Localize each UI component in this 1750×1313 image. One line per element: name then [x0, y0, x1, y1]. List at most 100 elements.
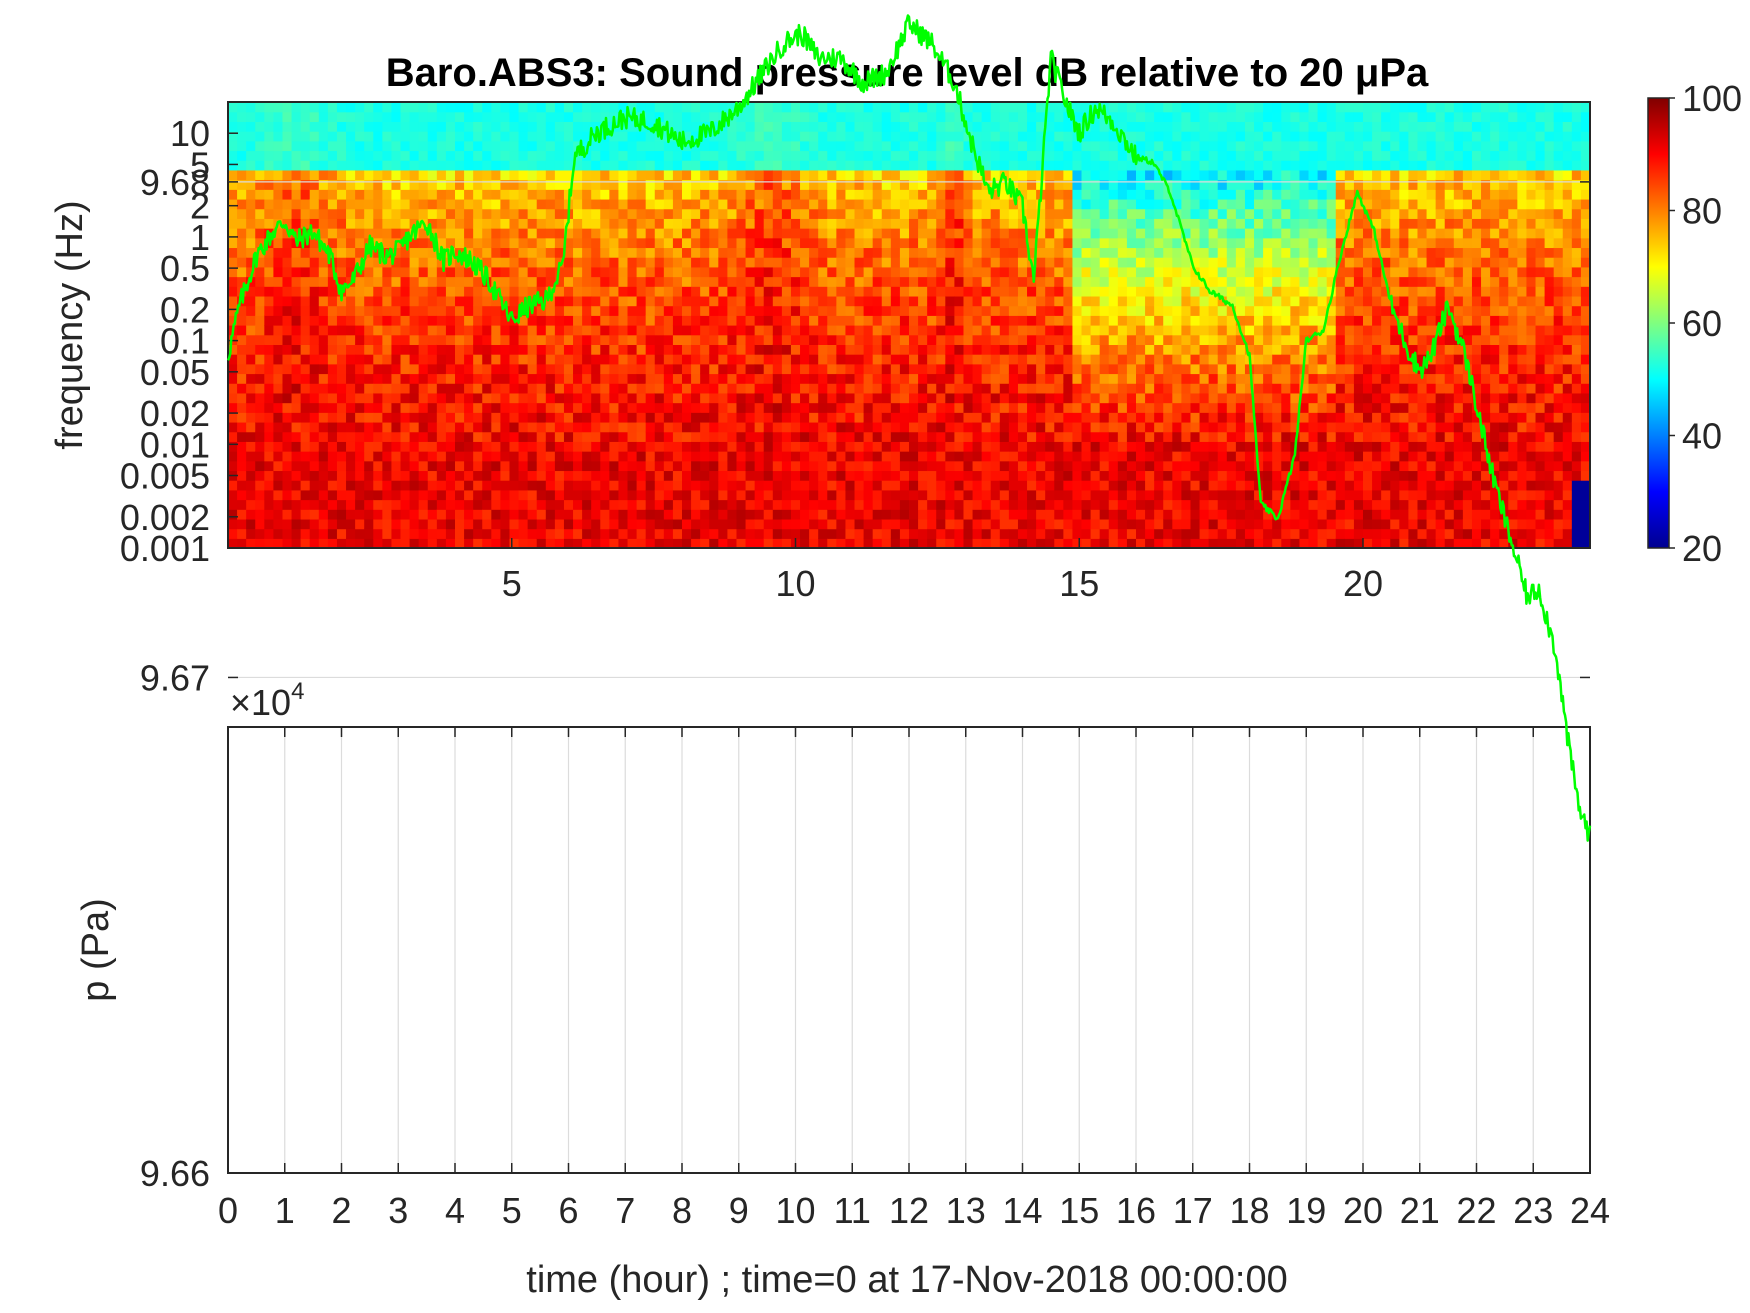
spectrogram-cell: [364, 518, 374, 530]
spectrogram-cell: [1190, 179, 1201, 190]
spectrogram-cell: [1190, 518, 1201, 530]
spectrogram-cell: [391, 489, 402, 501]
spectrogram-cell: [672, 315, 683, 326]
spectrogram-cell: [518, 315, 529, 326]
spectrogram-cell: [409, 218, 420, 229]
spectrogram-cell: [790, 431, 801, 442]
spectrogram-cell: [509, 499, 520, 510]
spectrogram-cell: [763, 228, 774, 239]
spectrogram-cell: [918, 179, 928, 190]
spectrogram-cell: [863, 247, 874, 258]
spectrogram-cell: [1117, 208, 1128, 219]
spectrogram-cell: [854, 218, 865, 229]
spectrogram-cell: [781, 518, 792, 530]
spectrogram-cell: [1163, 102, 1173, 113]
spectrogram-cell: [1036, 121, 1046, 132]
spectrogram-cell: [636, 189, 647, 200]
spectrogram-cell: [1181, 499, 1192, 510]
spectrogram-cell: [1163, 131, 1173, 142]
spectrogram-cell: [727, 334, 738, 345]
spectrogram-cell: [854, 373, 865, 384]
spectrogram-cell: [573, 305, 583, 316]
spectrogram-cell: [863, 431, 874, 442]
spectrogram-cell: [445, 373, 456, 384]
spectrogram-cell: [727, 402, 738, 413]
spectrogram-cell: [754, 334, 765, 345]
spectrogram-cell: [418, 431, 429, 442]
spectrogram-cell: [1008, 169, 1019, 181]
spectrogram-cell: [700, 509, 710, 520]
spectrogram-cell: [382, 315, 393, 326]
spectrogram-cell: [645, 169, 656, 181]
spectrogram-cell: [954, 266, 965, 278]
spectrogram-cell: [300, 325, 311, 336]
spectrogram-cell: [373, 354, 383, 365]
spectrogram-cell: [500, 160, 511, 171]
spectrogram-cell: [255, 528, 265, 539]
spectrogram-cell: [1136, 150, 1146, 161]
spectrogram-cell: [754, 470, 765, 481]
spectrogram-cell: [418, 198, 429, 210]
spectrogram-cell: [228, 460, 238, 472]
spectrogram-cell: [981, 509, 992, 520]
spectrogram-cell: [872, 208, 883, 219]
spectrogram-cell: [455, 189, 465, 200]
spectrogram-cell: [1081, 257, 1092, 268]
spectrogram-cell: [1208, 334, 1219, 345]
spectrogram-cell: [1036, 412, 1046, 423]
spectrogram-cell: [573, 518, 583, 530]
spectrogram-cell: [682, 169, 692, 181]
spectrogram-cell: [500, 518, 511, 530]
spectrogram-cell: [727, 208, 738, 219]
spectrogram-cell: [373, 121, 383, 132]
spectrogram-cell: [1199, 325, 1210, 336]
spectrogram-cell: [809, 421, 819, 433]
spectrogram-cell: [936, 295, 946, 307]
spectrogram-cell: [1199, 383, 1210, 394]
spectrogram-cell: [1117, 121, 1128, 132]
spectrogram-cell: [945, 392, 955, 404]
spectrogram-cell: [618, 480, 629, 491]
spectrogram-cell: [1199, 315, 1210, 326]
spectrogram-cell: [382, 470, 393, 481]
spectrogram-cell: [936, 499, 946, 510]
spectrogram-cell: [936, 460, 946, 472]
spectrogram-cell: [346, 334, 356, 345]
spectrogram-cell: [1126, 121, 1137, 132]
spectrogram-cell: [246, 470, 256, 481]
spectrogram-cell: [400, 441, 411, 452]
spectrogram-cell: [1090, 392, 1101, 404]
spectrogram-cell: [1172, 441, 1182, 452]
spectrogram-cell: [1072, 431, 1083, 442]
spectrogram-cell: [745, 363, 756, 375]
spectrogram-cell: [790, 528, 801, 539]
spectrogram-cell: [455, 198, 465, 210]
spectrogram-cell: [391, 160, 402, 171]
spectrogram-cell: [1117, 509, 1128, 520]
spectrogram-cell: [273, 528, 284, 539]
spectrogram-cell: [827, 480, 837, 491]
spectrogram-cell: [772, 325, 783, 336]
spectrogram-cell: [255, 140, 265, 152]
spectrogram-cell: [273, 363, 284, 375]
spectrogram-cell: [336, 334, 347, 345]
spectrogram-cell: [718, 441, 728, 452]
spectrogram-cell: [464, 402, 474, 413]
spectrogram-cell: [391, 305, 402, 316]
spectrogram-cell: [309, 131, 320, 142]
spectrogram-cell: [899, 257, 910, 268]
spectrogram-cell: [1045, 480, 1055, 491]
spectrogram-cell: [346, 509, 356, 520]
spectrogram-cell: [436, 102, 447, 113]
spectrogram-cell: [972, 470, 983, 481]
spectrogram-cell: [945, 189, 955, 200]
spectrogram-cell: [1145, 460, 1155, 472]
spectrogram-cell: [309, 218, 320, 229]
spectrogram-cell: [1108, 392, 1119, 404]
spectrogram-cell: [1126, 451, 1137, 462]
spectrogram-cell: [518, 538, 529, 549]
spectrogram-cell: [473, 169, 483, 181]
spectrogram-cell: [727, 140, 738, 152]
spectrogram-cell: [482, 421, 492, 433]
spectrogram-cell: [899, 111, 910, 122]
